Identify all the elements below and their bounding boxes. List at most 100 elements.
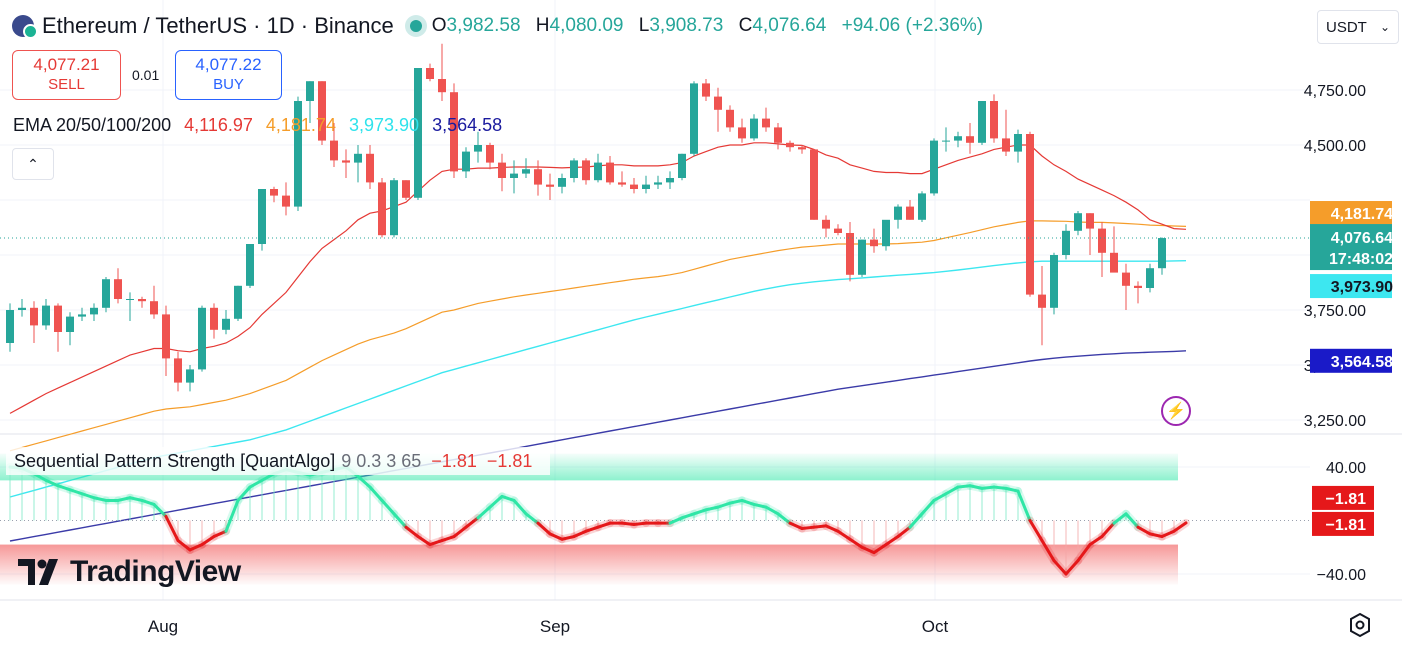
- candle-body: [702, 83, 710, 97]
- candle: [366, 145, 374, 189]
- oscillator-segment: [704, 505, 720, 512]
- candle: [390, 178, 398, 238]
- candle-body: [870, 239, 878, 247]
- candle-body: [486, 145, 494, 163]
- candle: [918, 191, 926, 222]
- candle-body: [1122, 272, 1130, 286]
- oscillator-legend[interactable]: Sequential Pattern Strength [QuantAlgo] …: [6, 447, 551, 475]
- symbol-header[interactable]: Ethereum / TetherUS · 1D · Binance O3,98…: [12, 12, 993, 40]
- candle: [1038, 266, 1046, 346]
- open-value: 3,982.58: [446, 15, 521, 36]
- oscillator-segment: [536, 521, 552, 536]
- candle: [42, 299, 50, 330]
- candle: [138, 296, 146, 308]
- candle: [894, 204, 902, 229]
- candle-body: [522, 169, 530, 174]
- oscillator-segment: [116, 496, 132, 502]
- time-tick-label: Oct: [922, 617, 949, 636]
- candle-body: [510, 173, 518, 178]
- oscillator-segment: [176, 539, 192, 552]
- candle-body: [954, 136, 962, 141]
- price-tick-label: 4,750.00: [1304, 83, 1366, 100]
- oscillator-segment: [680, 512, 696, 520]
- candle-body: [1014, 134, 1022, 152]
- buy-button[interactable]: 4,077.22 BUY: [175, 50, 282, 100]
- spread-value: 0.01: [132, 67, 160, 83]
- candle: [1086, 213, 1094, 255]
- candle-body: [30, 307, 38, 326]
- candle: [354, 145, 362, 183]
- ema20-value: 4,116.97: [184, 115, 253, 135]
- candle: [426, 63, 434, 82]
- candle-body: [894, 206, 902, 220]
- oscillator-segment: [920, 498, 936, 516]
- candle-body: [558, 178, 566, 187]
- close-value: 4,076.64: [752, 15, 827, 36]
- candle-body: [102, 279, 110, 308]
- candle: [66, 312, 74, 346]
- currency-select[interactable]: USDT ⌄: [1317, 10, 1399, 44]
- candle-body: [234, 285, 242, 319]
- candle: [534, 160, 542, 196]
- oscillator-segment: [248, 478, 264, 489]
- candle-body: [450, 92, 458, 172]
- candle-body: [258, 189, 266, 244]
- tradingview-logo[interactable]: TradingView: [18, 555, 241, 588]
- lightning-icon[interactable]: ⚡: [1161, 396, 1191, 426]
- candle-body: [618, 182, 626, 185]
- oscillator-segment: [572, 529, 588, 539]
- oscillator-segment: [1028, 519, 1044, 543]
- candle: [1050, 252, 1058, 315]
- candle: [522, 158, 530, 178]
- candle-body: [822, 219, 830, 229]
- oscillator-segment: [200, 535, 216, 547]
- candle: [198, 305, 206, 372]
- oscillator-segment: [824, 524, 840, 533]
- candle: [642, 175, 650, 194]
- candle-body: [66, 316, 74, 332]
- candle: [462, 147, 470, 178]
- oscillator-segment: [596, 521, 612, 529]
- candle: [1026, 131, 1034, 297]
- candles: [6, 43, 1166, 392]
- candle: [834, 224, 842, 236]
- ema-legend[interactable]: EMA 20/50/100/200 4,116.97 4,181.74 3,97…: [13, 115, 510, 136]
- candle-body: [246, 244, 254, 286]
- candle: [414, 68, 422, 200]
- candle: [1002, 109, 1010, 156]
- candle-body: [150, 301, 158, 315]
- oscillator-segment: [692, 508, 708, 516]
- ema200-line: [9, 350, 1187, 542]
- candle: [990, 94, 998, 143]
- oscillator-segment: [812, 524, 828, 529]
- buy-label: BUY: [213, 76, 244, 93]
- candle: [630, 178, 638, 194]
- sell-price: 4,077.21: [33, 55, 100, 74]
- oscillator-segment: [1004, 486, 1020, 493]
- collapse-legend-button[interactable]: ⌃: [12, 148, 54, 180]
- candle: [54, 303, 62, 352]
- oscillator-segment: [788, 521, 804, 531]
- sell-button[interactable]: 4,077.21 SELL: [12, 50, 121, 100]
- candle-body: [798, 147, 806, 150]
- candle: [618, 171, 626, 187]
- symbol-title[interactable]: Ethereum / TetherUS · 1D · Binance: [42, 13, 394, 38]
- candle-body: [978, 101, 986, 143]
- oscillator-segment: [488, 494, 504, 509]
- oscillator-value-1: −1.81: [431, 450, 477, 471]
- candle-body: [210, 307, 218, 330]
- candle: [774, 123, 782, 150]
- settings-icon[interactable]: [1347, 612, 1373, 638]
- oscillator-segment: [764, 505, 780, 516]
- oscillator-segment: [908, 512, 924, 529]
- candle-body: [714, 96, 722, 110]
- candle-body: [1026, 134, 1034, 295]
- price-tick-label: 3,750.00: [1304, 303, 1366, 320]
- ema50-price-badge: 4,181.74: [1331, 206, 1393, 223]
- candle: [1146, 263, 1154, 293]
- candle-body: [414, 68, 422, 198]
- candle-body: [222, 318, 230, 330]
- oscillator-segment: [428, 539, 444, 547]
- candle: [330, 123, 338, 167]
